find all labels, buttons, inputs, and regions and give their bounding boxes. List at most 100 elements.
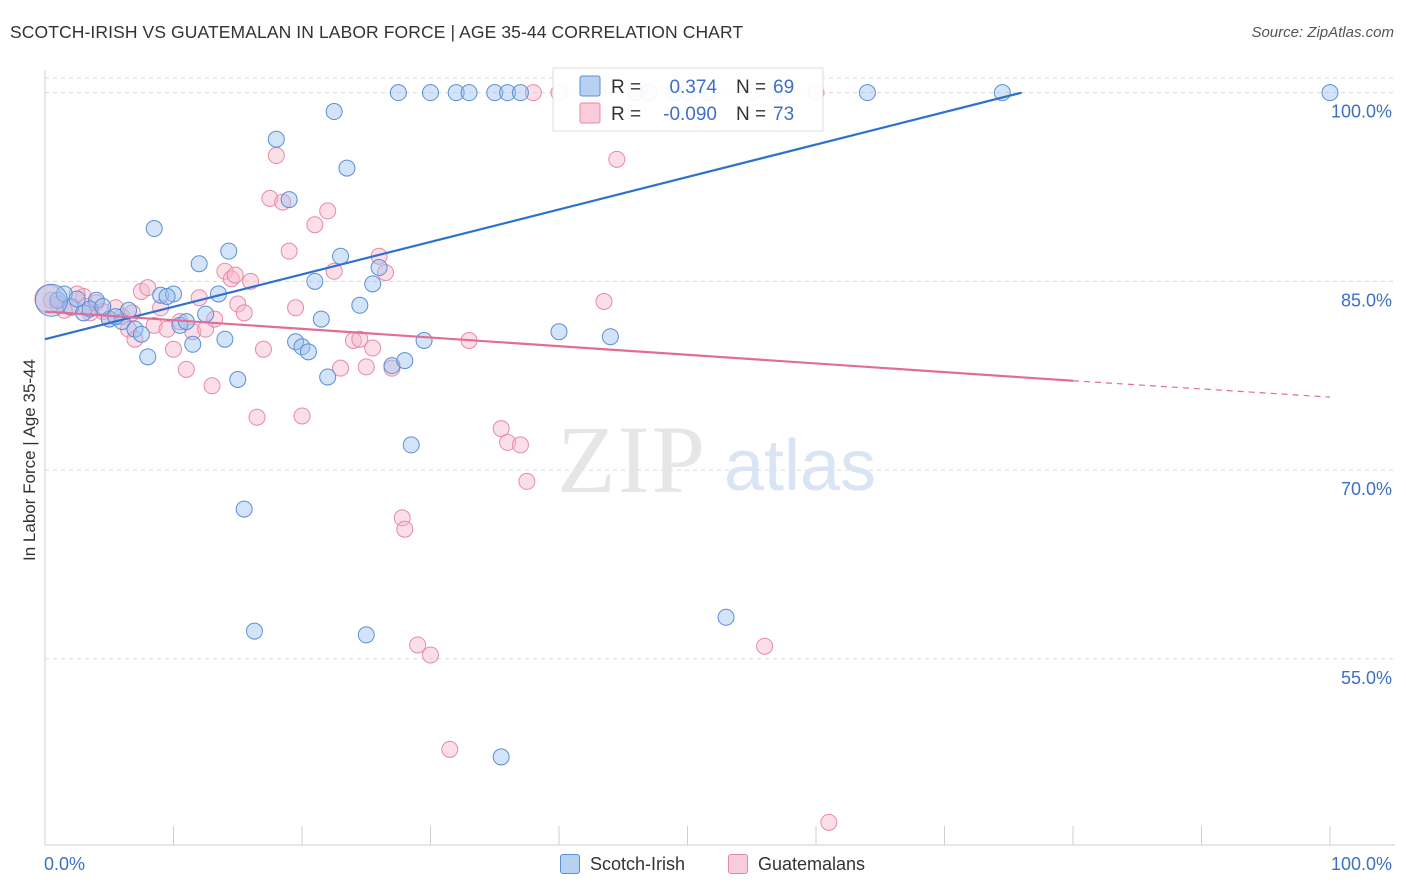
guatemalans-point — [492, 420, 510, 438]
scotch-irish-point — [34, 283, 68, 317]
scotch-irish-point — [220, 242, 238, 260]
scotch-irish-point — [245, 622, 263, 640]
stats-r-value: -0.090 — [663, 104, 717, 125]
y-tick-label: 70.0% — [1341, 479, 1392, 499]
stats-n-value: 73 — [773, 104, 794, 125]
guatemalans-point — [261, 189, 279, 207]
guatemalans-point — [190, 289, 208, 307]
scotch-irish-point — [858, 84, 876, 102]
scotch-irish-point — [94, 298, 112, 316]
scotch-irish-point — [197, 305, 215, 323]
stats-n-value: 69 — [773, 77, 794, 98]
guatemalans-point — [396, 520, 414, 538]
legend-swatch-guatemalans — [728, 854, 748, 874]
scotch-irish-point — [422, 84, 439, 102]
guatemalans-point — [229, 295, 247, 313]
scotch-irish-point — [306, 272, 324, 290]
scotch-irish-point — [383, 357, 401, 375]
guatemalans-point — [608, 150, 626, 168]
guatemalans-point — [393, 509, 411, 527]
guatemalans-point — [511, 436, 529, 454]
guatemalans-point — [248, 408, 266, 426]
stats-swatch-blue — [579, 75, 601, 97]
guatemalans-point — [280, 242, 298, 260]
legend-item-guatemalans[interactable]: Guatemalans — [728, 852, 865, 876]
guatemalans-point — [756, 637, 774, 655]
trend-line-scotch-irish — [44, 91, 1022, 341]
guatemalans-point — [409, 636, 427, 654]
guatemalans-point — [499, 433, 517, 451]
legend-label-guatemalans: Guatemalans — [758, 853, 866, 874]
watermark-zip: ZIP — [557, 406, 707, 513]
scotch-irish-point — [81, 300, 99, 318]
guatemalans-point — [820, 813, 838, 831]
legend-item-scotch-irish[interactable]: Scotch-Irish — [560, 852, 685, 876]
guatemalans-point — [145, 316, 163, 334]
guatemalans-point — [139, 279, 157, 297]
guatemalans-point — [357, 358, 375, 376]
scotch-irish-point — [1321, 84, 1339, 102]
stats-r-label: R = — [611, 104, 641, 125]
y-tick-label: 100.0% — [1331, 102, 1392, 122]
x-tick-label-max: 100.0% — [1331, 854, 1392, 874]
source-label: Source: ZipAtlas.com — [1251, 24, 1394, 41]
y-tick-label: 85.0% — [1341, 290, 1392, 310]
guatemalans-point — [177, 360, 195, 378]
stats-legend: R = 0.374 N = 69 R = -0.090 N = 73 — [552, 67, 824, 132]
stats-swatch-pink — [579, 102, 601, 124]
scotch-irish-point — [338, 159, 356, 177]
stats-r-value: 0.374 — [669, 77, 717, 98]
scotch-irish-point — [319, 368, 337, 386]
stats-r-label: R = — [611, 77, 641, 98]
scotch-irish-point — [332, 247, 350, 265]
scotch-irish-point — [312, 310, 330, 328]
chart-title: SCOTCH-IRISH VS GUATEMALAN IN LABOR FORC… — [10, 22, 744, 42]
scotch-irish-point — [267, 130, 285, 148]
trend-line-guatemalans — [44, 310, 1074, 382]
scotch-irish-point — [460, 84, 478, 102]
scotch-irish-point — [511, 84, 529, 102]
scotch-irish-point — [364, 275, 382, 293]
stats-n-label: N = — [736, 104, 766, 125]
scotch-irish-point — [389, 84, 407, 102]
scotch-irish-point — [139, 348, 157, 366]
grid-lines — [45, 77, 1395, 660]
scotch-irish-point — [325, 103, 343, 121]
series-guatemalans-points — [34, 84, 838, 831]
guatemalans-point — [595, 292, 613, 310]
scotch-irish-point — [351, 296, 369, 314]
guatemalans-point — [254, 340, 272, 358]
scotch-irish-point — [235, 500, 253, 518]
scotch-irish-point — [184, 335, 202, 353]
trend-lines — [44, 91, 1331, 398]
guatemalans-point — [524, 84, 542, 102]
legend-swatch-scotch-irish — [560, 854, 580, 874]
guatemalans-point — [226, 266, 244, 284]
guatemalans-point — [306, 216, 324, 234]
scotch-irish-point — [492, 748, 510, 766]
axes — [44, 70, 1395, 846]
guatemalans-point — [287, 299, 305, 317]
guatemalans-point — [364, 339, 382, 357]
trend-line-guatemalans-extension — [1072, 380, 1331, 398]
legend-label-scotch-irish: Scotch-Irish — [590, 853, 686, 874]
guatemalans-point — [165, 340, 182, 358]
guatemalans-point — [332, 359, 350, 377]
guatemalans-point — [351, 330, 369, 348]
guatemalans-point — [235, 304, 253, 322]
scotch-irish-point — [216, 330, 234, 348]
scotch-irish-point — [447, 84, 465, 102]
scotch-irish-point — [357, 626, 375, 644]
guatemalans-point — [293, 407, 311, 425]
y-axis-label: In Labor Force | Age 35-44 — [20, 359, 39, 561]
scotch-irish-point — [486, 84, 504, 102]
scotch-irish-point — [299, 343, 317, 361]
scotch-irish-point — [550, 323, 568, 341]
scotch-irish-point — [68, 290, 86, 308]
guatemalans-point — [267, 147, 285, 165]
scotch-irish-point — [145, 220, 163, 238]
guatemalans-point — [422, 646, 439, 664]
scotch-irish-point — [158, 287, 176, 305]
x-tick-label-min: 0.0% — [44, 854, 85, 874]
scotch-irish-point — [499, 84, 517, 102]
